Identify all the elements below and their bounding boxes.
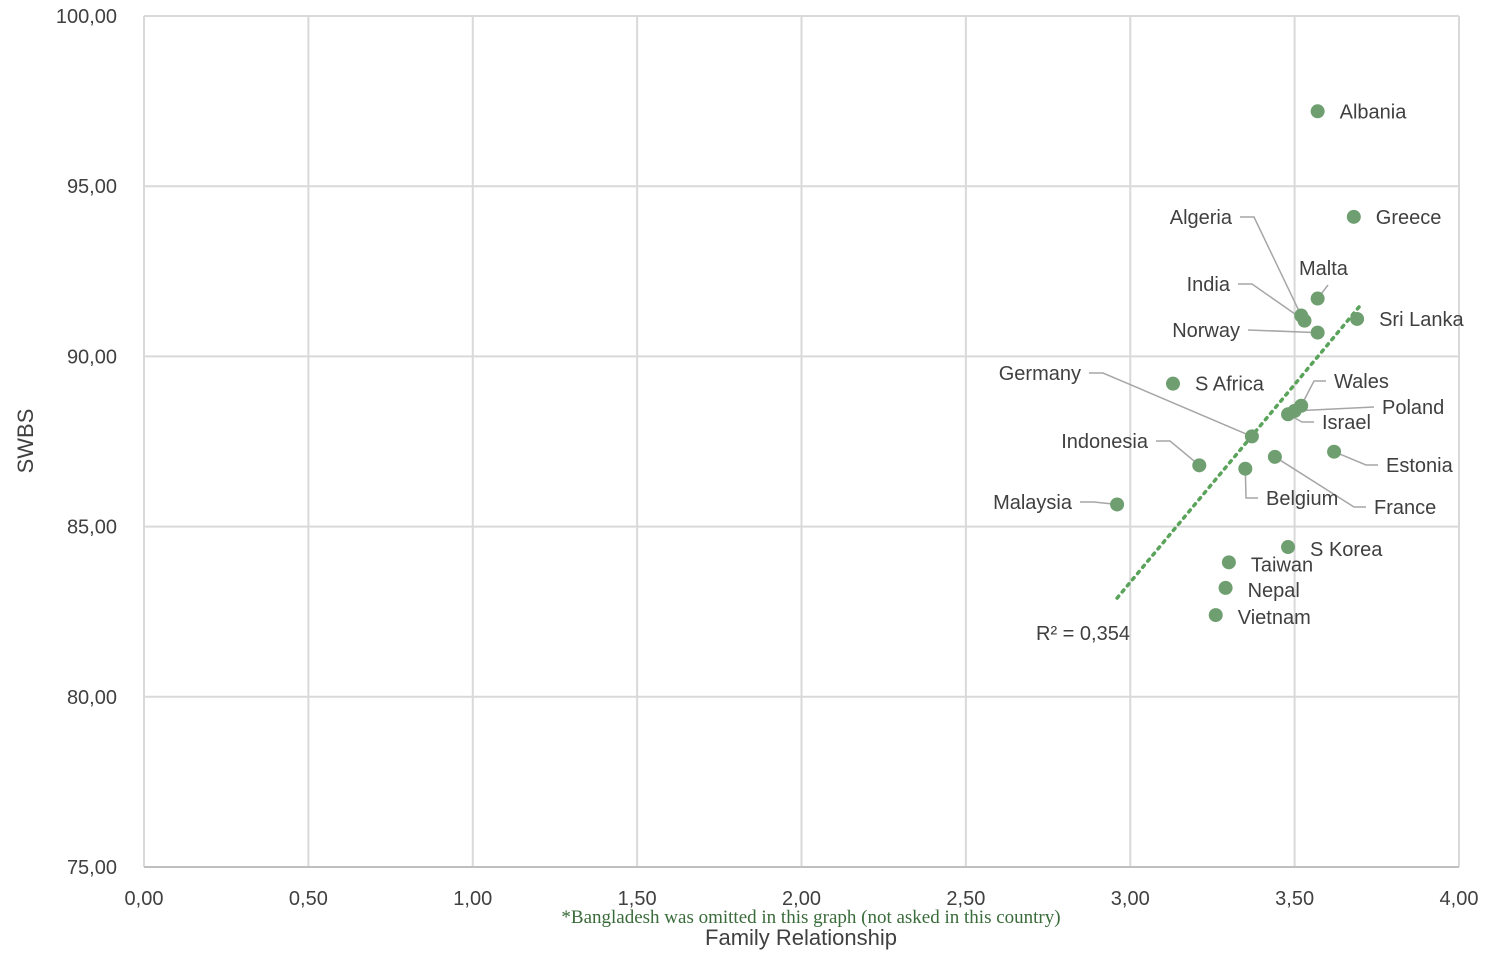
y-tick-label: 90,00 [67,346,117,368]
x-tick-label: 3,50 [1275,888,1314,910]
point-label: Algeria [1170,207,1233,229]
point-label: Germany [999,363,1081,385]
trendline [1115,303,1363,600]
y-tick-label: 80,00 [67,687,117,709]
x-tick-label: 0,00 [125,888,164,910]
data-point [1218,580,1233,595]
data-point [1208,608,1223,623]
x-tick-label: 2,50 [946,888,985,910]
data-point [1165,376,1180,391]
x-tick-label: 2,00 [782,888,821,910]
data-point [1350,311,1365,326]
data-point [1310,325,1325,340]
leader-line [1300,380,1326,407]
leader-line [1080,501,1118,506]
point-label: Indonesia [1061,431,1149,453]
axes-layer: 0,00 0,50 1,00 1,50 2,00 2,50 3,00 3,50 4,00 75,0… [56,6,1479,910]
data-point [1238,461,1253,476]
data-point [1192,458,1207,473]
leader-line [1240,216,1302,316]
data-point [1310,291,1325,306]
data-point [1346,209,1361,224]
leader-lines-layer [1080,216,1378,508]
x-tick-label: 1,50 [618,888,657,910]
point-label: Greece [1376,207,1442,229]
leader-line [1089,372,1253,438]
trendline-layer [1115,303,1363,600]
x-tick-label: 3,00 [1111,888,1150,910]
x-tick-label: 0,50 [289,888,328,910]
y-axis-title: SWBS [13,409,38,474]
point-label: Poland [1382,397,1444,419]
leader-line [1333,451,1378,466]
data-point [1327,444,1342,459]
point-label: Norway [1172,320,1240,342]
data-point [1310,104,1325,119]
point-label: Malaysia [993,492,1073,514]
leader-line [1247,329,1318,334]
data-point [1110,497,1125,512]
data-point [1267,449,1282,464]
data-point [1297,313,1312,328]
point-label: S Korea [1310,539,1383,561]
point-label: India [1187,274,1231,296]
y-tick-label: 95,00 [67,176,117,198]
point-label: Malta [1299,258,1349,280]
point-label: Albania [1340,101,1408,123]
point-label: Belgium [1266,488,1338,510]
point-labels-layer: Albania Greece Algeria Malta India Sri Lanka N… [993,101,1464,629]
points-layer [1110,104,1365,623]
point-label: Nepal [1248,580,1300,602]
y-tick-label: 75,00 [67,857,117,879]
leader-line [1274,456,1366,508]
leader-line [1294,406,1375,412]
data-point [1221,555,1236,570]
data-point [1281,540,1296,555]
point-label: Estonia [1386,455,1454,477]
r-squared-label: R² = 0,354 [1036,623,1130,645]
point-label: S Africa [1195,374,1265,396]
data-point [1244,429,1259,444]
x-tick-label: 1,00 [453,888,492,910]
point-label: Sri Lanka [1379,309,1464,331]
x-axis-title: Family Relationship [705,925,897,950]
point-label: Israel [1322,412,1371,434]
point-label: Taiwan [1251,554,1313,576]
point-label: France [1374,497,1436,519]
leader-line [1238,283,1305,322]
data-point [1281,407,1296,422]
x-tick-label: 4,00 [1440,888,1479,910]
point-label: Vietnam [1238,607,1311,629]
leader-line [1156,440,1200,466]
footnote: *Bangladesh was omitted in this graph (n… [561,907,1060,928]
leader-line [1244,468,1258,499]
y-tick-label: 85,00 [67,517,117,539]
point-label: Wales [1334,371,1389,393]
grid-layer [144,15,1460,867]
y-tick-label: 100,00 [56,6,117,28]
